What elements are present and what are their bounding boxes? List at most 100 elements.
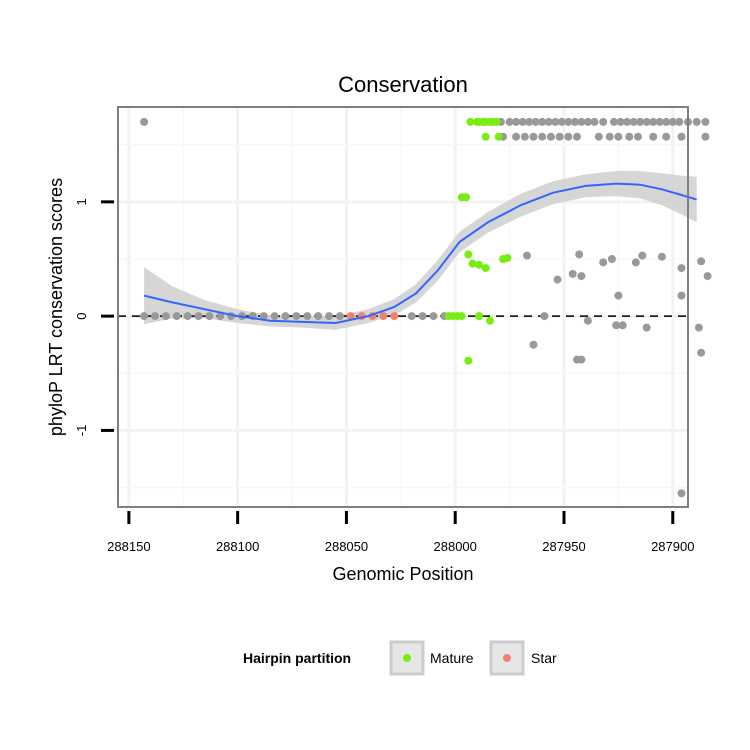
point-other xyxy=(677,291,686,300)
point-other xyxy=(512,132,521,141)
x-tick-label: 288100 xyxy=(216,539,259,554)
point-other xyxy=(577,355,586,364)
point-other xyxy=(677,264,686,273)
point-star xyxy=(346,312,355,321)
legend-dot-mature xyxy=(403,654,411,662)
point-other xyxy=(583,117,592,126)
point-other xyxy=(546,132,555,141)
point-other xyxy=(638,251,647,260)
point-other xyxy=(605,132,614,141)
point-other xyxy=(555,132,564,141)
x-tick-label: 287950 xyxy=(542,539,585,554)
smooth-curve xyxy=(143,182,697,325)
point-mature xyxy=(481,132,490,141)
point-other xyxy=(216,312,225,321)
x-tick-label: 288000 xyxy=(434,539,477,554)
point-other xyxy=(599,258,608,267)
point-other xyxy=(618,321,627,330)
legend-key-mature xyxy=(389,640,425,676)
point-other xyxy=(529,132,538,141)
point-mature xyxy=(503,253,512,262)
point-other xyxy=(631,258,640,267)
point-mature xyxy=(481,117,490,126)
plot-border xyxy=(117,106,689,508)
y-tick-label: 1 xyxy=(74,198,89,205)
point-other xyxy=(544,117,553,126)
point-other xyxy=(292,312,301,321)
point-other xyxy=(610,117,618,126)
legend-title: Hairpin partition xyxy=(243,650,351,666)
point-other xyxy=(335,312,344,321)
point-other xyxy=(697,257,706,266)
chart-title: Conservation xyxy=(338,72,468,97)
point-other xyxy=(662,132,671,141)
point-other xyxy=(636,117,645,126)
point-mature xyxy=(464,356,473,365)
point-other xyxy=(662,117,671,126)
point-mature xyxy=(466,117,475,126)
point-other xyxy=(607,255,616,263)
point-other xyxy=(614,291,623,300)
point-other xyxy=(703,272,712,281)
legend-label-mature: Mature xyxy=(430,650,474,666)
point-other xyxy=(692,117,701,126)
point-other xyxy=(205,312,214,321)
point-other xyxy=(564,117,573,126)
point-other xyxy=(625,132,634,141)
point-other xyxy=(612,321,621,330)
point-other xyxy=(512,117,521,126)
point-other xyxy=(623,117,632,126)
legend: Hairpin partition Mature Star xyxy=(243,640,557,676)
y-tick-label: 0 xyxy=(74,312,89,319)
point-other xyxy=(577,117,586,126)
point-other xyxy=(599,117,608,126)
y-tick-label: -1 xyxy=(74,425,89,437)
point-other xyxy=(520,132,529,141)
point-other xyxy=(194,312,203,321)
point-other xyxy=(675,117,684,126)
point-mature xyxy=(475,312,484,321)
point-other xyxy=(655,117,664,126)
point-other xyxy=(518,117,527,126)
point-other xyxy=(505,117,514,126)
x-axis-ticks: 288150 288100 288050 288000 287950 287900 xyxy=(107,511,694,554)
point-other xyxy=(697,348,706,357)
grid-lines xyxy=(118,107,688,507)
point-other xyxy=(677,132,686,141)
point-other xyxy=(583,316,592,325)
point-other xyxy=(614,132,623,141)
point-other xyxy=(183,312,192,321)
point-other xyxy=(570,117,579,126)
point-mature xyxy=(462,193,471,202)
point-other xyxy=(568,269,577,278)
point-other xyxy=(557,117,566,126)
point-other xyxy=(140,117,149,126)
point-mature xyxy=(486,316,494,325)
point-other xyxy=(314,312,323,321)
point-other xyxy=(531,117,540,126)
x-axis-title: Genomic Position xyxy=(332,564,473,584)
point-other xyxy=(540,312,549,321)
point-other xyxy=(642,323,651,332)
point-other xyxy=(701,132,710,141)
point-other xyxy=(525,117,534,126)
legend-dot-star xyxy=(503,654,511,662)
point-other xyxy=(538,117,547,126)
point-other xyxy=(649,117,658,126)
point-other xyxy=(281,312,290,321)
point-other xyxy=(161,312,170,321)
point-mature xyxy=(457,312,466,321)
point-other xyxy=(564,132,573,141)
point-other xyxy=(590,117,599,126)
point-mature xyxy=(475,260,484,269)
point-other xyxy=(642,117,651,126)
point-other xyxy=(668,117,677,126)
point-other xyxy=(577,272,586,281)
x-tick-label: 287900 xyxy=(651,539,694,554)
point-other xyxy=(325,312,333,321)
point-mature xyxy=(488,117,497,126)
point-other xyxy=(634,132,642,141)
point-other xyxy=(407,312,416,321)
legend-key-star xyxy=(489,640,525,676)
